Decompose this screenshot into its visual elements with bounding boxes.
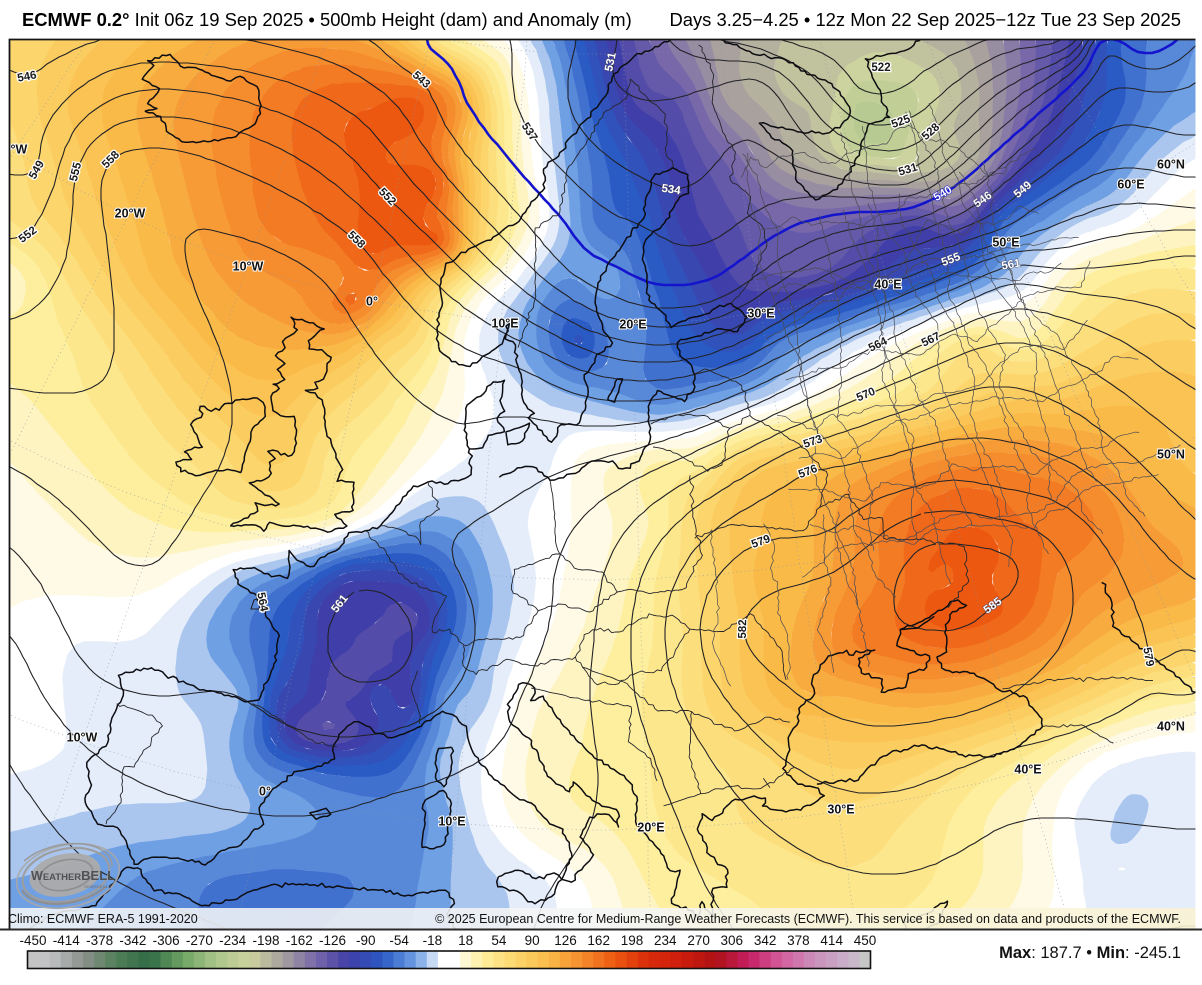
svg-text:-414: -414 xyxy=(53,933,81,948)
svg-text:270: 270 xyxy=(687,933,710,948)
svg-text:579: 579 xyxy=(1140,646,1155,667)
svg-text:Days 3.25−4.25 • 12z Mon 22 Se: Days 3.25−4.25 • 12z Mon 22 Sep 2025−12z… xyxy=(669,9,1181,30)
svg-text:126: 126 xyxy=(554,933,577,948)
svg-text:522: 522 xyxy=(871,62,890,74)
svg-text:40°E: 40°E xyxy=(874,277,901,291)
svg-text:54: 54 xyxy=(491,933,507,948)
svg-text:-306: -306 xyxy=(153,933,180,948)
svg-text:-126: -126 xyxy=(319,933,346,948)
svg-text:234: 234 xyxy=(654,933,677,948)
svg-text:-234: -234 xyxy=(219,933,247,948)
svg-text:10°E: 10°E xyxy=(491,316,518,330)
svg-text:378: 378 xyxy=(787,933,810,948)
svg-text:582: 582 xyxy=(737,619,749,638)
svg-text:-198: -198 xyxy=(252,933,279,948)
svg-text:40°N: 40°N xyxy=(1157,719,1185,733)
svg-text:60°N: 60°N xyxy=(1157,157,1185,171)
svg-text:30°W: 30°W xyxy=(0,142,28,156)
svg-text:-378: -378 xyxy=(86,933,113,948)
svg-text:20°E: 20°E xyxy=(619,317,646,331)
svg-text:-18: -18 xyxy=(423,933,443,948)
svg-text:10°W: 10°W xyxy=(67,730,98,744)
svg-text:Climo: ECMWF ERA-5 1991-2020: Climo: ECMWF ERA-5 1991-2020 xyxy=(8,912,198,926)
svg-text:ECMWF 0.2° Init 06z 19 Sep 202: ECMWF 0.2° Init 06z 19 Sep 2025 • 500mb … xyxy=(22,9,632,30)
svg-text:-90: -90 xyxy=(356,933,376,948)
svg-text:90: 90 xyxy=(525,933,540,948)
svg-text:© 2025 European Centre for Med: © 2025 European Centre for Medium-Range … xyxy=(435,912,1181,926)
svg-text:546: 546 xyxy=(16,69,37,84)
svg-text:50°N: 50°N xyxy=(1157,447,1185,461)
svg-text:564: 564 xyxy=(254,591,270,613)
svg-text:20°E: 20°E xyxy=(637,820,664,834)
svg-text:40°E: 40°E xyxy=(1014,762,1041,776)
svg-text:0°: 0° xyxy=(259,784,271,798)
svg-text:60°E: 60°E xyxy=(1117,177,1144,191)
svg-text:WEATHERBELL: WEATHERBELL xyxy=(31,868,115,883)
svg-text:534: 534 xyxy=(661,183,682,198)
svg-text:10°W: 10°W xyxy=(233,259,264,273)
svg-text:414: 414 xyxy=(820,933,843,948)
svg-text:10°E: 10°E xyxy=(438,814,465,828)
svg-text:531: 531 xyxy=(603,51,619,73)
svg-text:18: 18 xyxy=(458,933,473,948)
svg-text:561: 561 xyxy=(1001,257,1023,272)
svg-text:162: 162 xyxy=(587,933,610,948)
svg-text:-450: -450 xyxy=(19,933,46,948)
svg-text:198: 198 xyxy=(621,933,644,948)
svg-text:-162: -162 xyxy=(286,933,313,948)
svg-text:20°W: 20°W xyxy=(115,206,146,220)
svg-text:450: 450 xyxy=(854,933,877,948)
svg-text:306: 306 xyxy=(721,933,744,948)
svg-text:-342: -342 xyxy=(119,933,146,948)
svg-text:-54: -54 xyxy=(389,933,409,948)
svg-text:-270: -270 xyxy=(186,933,213,948)
svg-text:Max: 187.7 • Min: -245.1: Max: 187.7 • Min: -245.1 xyxy=(999,944,1181,962)
svg-text:Analytics LLC: Analytics LLC xyxy=(84,884,112,889)
svg-text:50°E: 50°E xyxy=(992,235,1019,249)
svg-text:30°E: 30°E xyxy=(827,802,854,816)
svg-text:342: 342 xyxy=(754,933,777,948)
svg-text:0°: 0° xyxy=(366,294,378,308)
svg-text:30°E: 30°E xyxy=(747,306,774,320)
